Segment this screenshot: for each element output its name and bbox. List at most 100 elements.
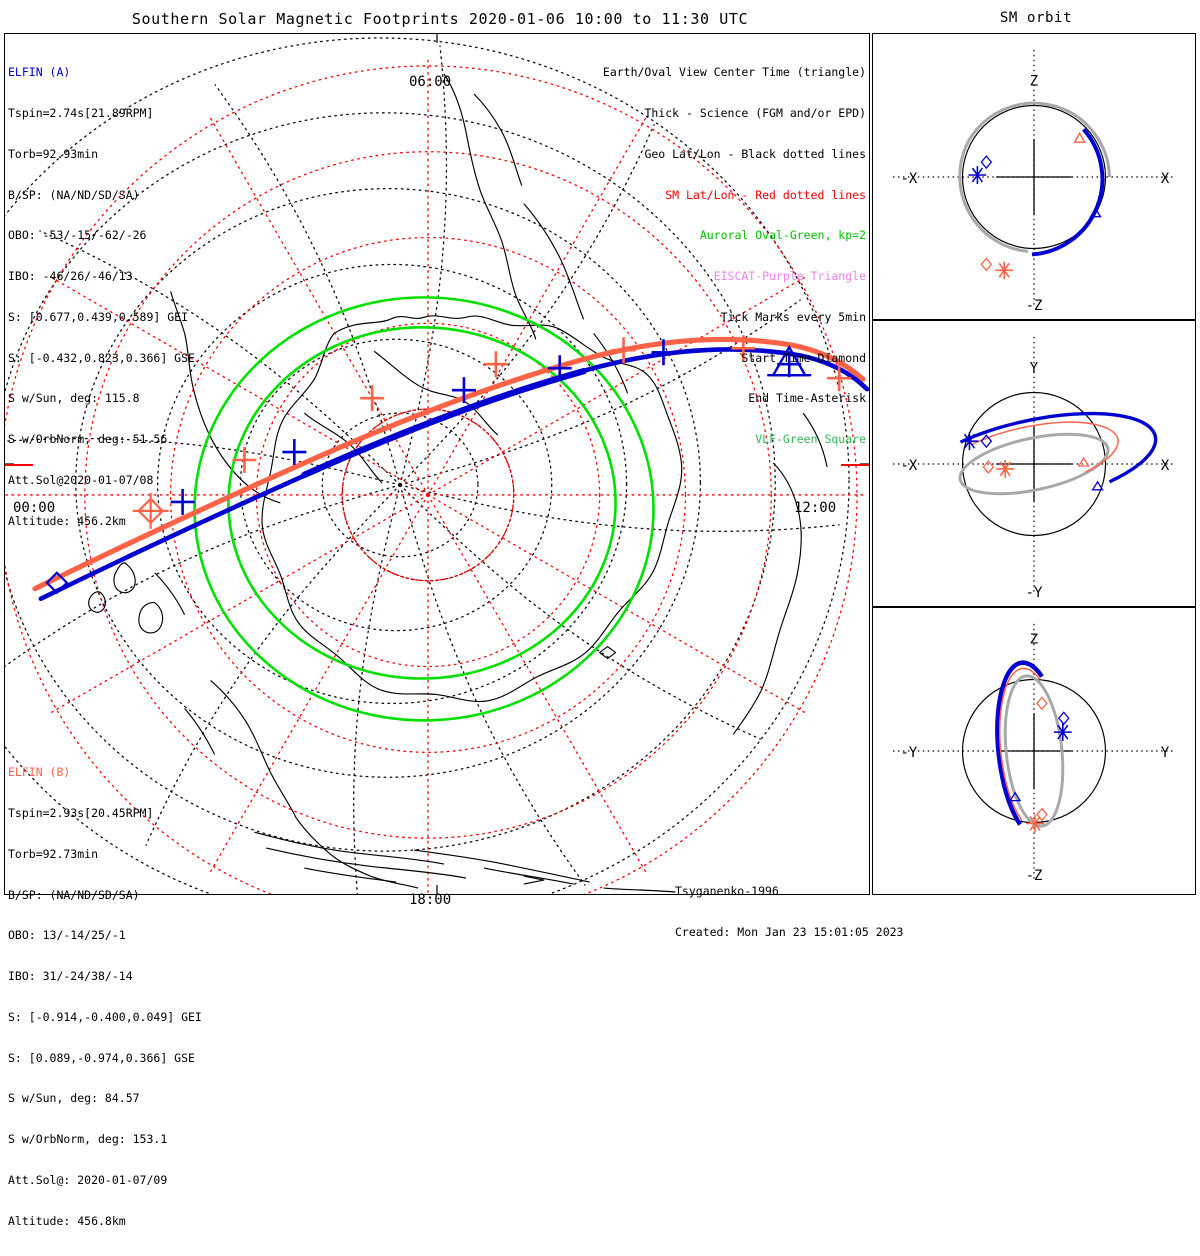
elfin-b-line-2: B/SP: (NA/ND/SD/SA): [8, 887, 140, 902]
tick-marks-elfin-a: [170, 339, 802, 515]
axis-label-x-right-xy: X: [1161, 458, 1170, 474]
orbit-panel-yz: Z -Z -Y Y: [872, 607, 1196, 895]
elfin-b-line-3: OBO: 13/-14/25/-1: [8, 928, 126, 943]
axis-label-x-left-xy: -X: [901, 458, 918, 474]
elfin-a-line-3: OBO: -53/-15/-62/-26: [8, 228, 147, 243]
orbit-gray-yz: [1003, 674, 1065, 828]
elfin-a-name: ELFIN (A): [8, 65, 71, 80]
elfin-a-line-7: S w/Sun, deg: 115.8: [8, 391, 140, 406]
orbit-blue-yz: [995, 660, 1044, 826]
elfin-a-line-4: IBO: -46/26/-46/13: [8, 269, 133, 284]
axis-cross-yz: [996, 713, 1072, 789]
orbit-xy-svg: Y -Y -X X: [892, 336, 1176, 601]
elfin-b-line-6: S: [0.089,-0.974,0.366] GSE: [8, 1050, 195, 1065]
orbit-salmon-yz: [999, 667, 1041, 821]
elfin-a-line-1: Torb=92.93min: [8, 146, 99, 161]
orbit-blue-xy: [959, 411, 1158, 484]
orbit-panel-title: SM orbit: [999, 10, 1073, 26]
marker-triangle-a-xz: [1089, 207, 1102, 218]
marker-triangle-b-xz: [1073, 131, 1086, 143]
axis-label-y-up-xy: Y: [1030, 361, 1039, 377]
legend-item-view-center: Earth/Oval View Center Time (triangle): [602, 65, 866, 80]
geo-grid: [5, 37, 850, 894]
start-diamond-xy: [980, 434, 993, 449]
mlt-label-midnight: 00:00: [13, 500, 56, 516]
auroral-oval: [193, 296, 655, 722]
start-diamond-b-yz: [1036, 696, 1048, 711]
axis-label-y-down-xy: -Y: [1026, 585, 1043, 601]
end-asterisk-b-xy: [996, 460, 1015, 478]
legend-item-vlf: VLF-Green Square: [755, 432, 866, 447]
marker-triangle-b-xy: [1077, 456, 1090, 467]
orbit-blue-xz: [1031, 128, 1105, 257]
page-title: Southern Solar Magnetic Footprints 2020-…: [131, 10, 749, 28]
end-asterisk-b-xz: [995, 261, 1014, 280]
elfin-a-line-10: Altitude: 456.2km: [8, 513, 126, 528]
start-diamond-yz: [1057, 711, 1070, 726]
axis-label-y-left-yz: -Y: [901, 745, 918, 761]
elfin-a-line-2: B/SP: (NA/ND/SD/SA): [8, 187, 140, 202]
polar-map-panel: 00:00 12:00 06:00 18:00: [4, 33, 870, 908]
orbit-salmon-xy: [972, 421, 1119, 473]
axis-cross-xz: [996, 139, 1072, 215]
start-time-diamond-elfin-a: [45, 571, 69, 595]
orbit-gray-xy: [958, 432, 1110, 496]
end-asterisk-xy: [960, 432, 979, 451]
mlt-label-dawn: 06:00: [409, 74, 452, 90]
figure-root: Southern Solar Magnetic Footprints 2020-…: [4, 10, 1196, 1228]
mlt-label-dusk: 18:00: [409, 892, 452, 908]
start-diamond-b-xz: [980, 257, 993, 272]
elfin-a-line-9: Att.Sol@2020-01-07/08: [8, 473, 154, 487]
orbit-gray-xz: [967, 101, 1111, 178]
legend-item-start-time: Start Time-Diamond: [741, 350, 866, 365]
orbit-xz-svg: Z -Z -X X: [892, 49, 1176, 314]
start-diamond-xz: [980, 155, 993, 170]
elfin-a-info-block: ELFIN (A) Tspin=2.74s[21.89RPM] Torb=92.…: [8, 39, 195, 556]
orbit-yz-svg: Z -Z -Y Y: [892, 623, 1176, 884]
legend-item-end-time: End Time-Asterisk: [748, 391, 866, 406]
footer-block: Tsyganenko-1996 Created: Mon Jan 23 15:0…: [470, 858, 904, 967]
earth-circle-xy: [961, 391, 1107, 537]
orbit-panel-xy: Y -Y -X X: [872, 320, 1196, 607]
legend-item-auroral-oval: Auroral Oval-Green, kp=2: [699, 228, 866, 243]
elfin-b-line-4: IBO: 31/-24/38/-14: [8, 969, 133, 984]
legend-item-thick-science: Thick - Science (FGM and/or EPD): [644, 105, 866, 120]
elfin-b-line-8: S w/OrbNorm, deg: 153.1: [8, 1132, 168, 1147]
elfin-b-info-block: ELFIN (B) Tspin=2.93s[20.45RPM] Torb=92.…: [8, 739, 202, 1256]
legend-block: Earth/Oval View Center Time (triangle) T…: [470, 39, 866, 474]
axis-label-z-up-yz: Z: [1030, 632, 1038, 648]
start-diamond-b2-yz: [1036, 807, 1048, 822]
legend-item-eiscat: EISCAT-Purple Triangle: [713, 269, 866, 284]
orbit-panel-xz: Z -Z -X X: [872, 33, 1196, 320]
elfin-a-line-6: S: [-0.432,0.823,0.366] GSE: [8, 350, 195, 365]
polar-map-svg: [5, 34, 869, 894]
elfin-b-name: ELFIN (B): [8, 765, 71, 780]
elfin-b-line-10: Altitude: 456.8km: [8, 1213, 126, 1228]
created-timestamp: Created: Mon Jan 23 15:01:05 2023: [675, 924, 904, 939]
orbit-gray2-xz: [958, 140, 1029, 253]
view-center-triangle: [767, 344, 812, 377]
start-time-diamond-elfin-b: [132, 492, 169, 529]
elfin-b-line-9: Att.Sol@: 2020-01-07/09: [8, 1173, 168, 1187]
elfin-a-track: [38, 347, 869, 601]
elfin-b-track: [32, 336, 866, 592]
end-asterisk-yz: [1053, 723, 1072, 742]
elfin-a-line-8: S w/OrbNorm, deg: 51.56: [8, 432, 168, 447]
mlt-label-noon: 12:00: [794, 500, 837, 516]
start-diamond-b-xy: [982, 460, 995, 474]
tick-marks-elfin-b: [232, 335, 852, 473]
end-asterisk-xz: [968, 166, 987, 184]
legend-item-sm-grid: SM Lat/Lon - Red dotted lines: [665, 187, 866, 202]
marker-triangle-a-xy: [1091, 480, 1104, 491]
axis-label-y-right-yz: Y: [1161, 745, 1170, 761]
elfin-b-line-5: S: [-0.914,-0.400,0.049] GEI: [8, 1009, 202, 1024]
axis-label-z-down-yz: -Z: [1026, 868, 1043, 884]
marker-triangle-a-yz: [1009, 791, 1022, 802]
axis-label-x-right-xz: X: [1161, 171, 1170, 187]
model-name: Tsyganenko-1996: [675, 884, 779, 899]
elfin-b-line-1: Torb=92.73min: [8, 846, 99, 861]
axis-label-z-up-xz: Z: [1030, 74, 1038, 90]
legend-item-geo-grid: Geo Lat/Lon - Black dotted lines: [644, 146, 866, 161]
legend-item-tick-marks: Tick Marks every 5min: [720, 309, 866, 324]
axis-label-z-down-xz: -Z: [1026, 298, 1043, 314]
